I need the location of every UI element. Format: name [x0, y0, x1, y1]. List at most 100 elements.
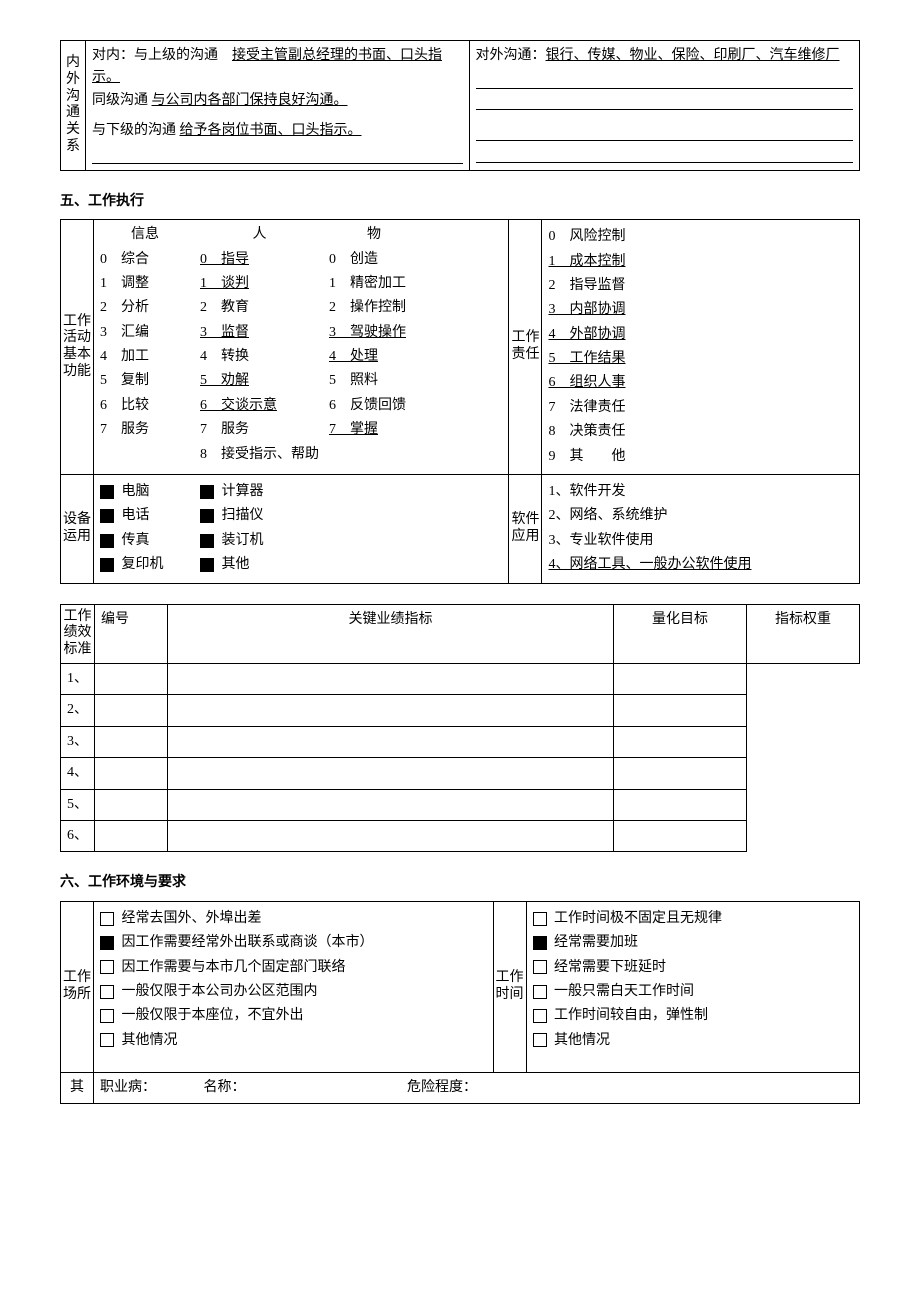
list-item: 6 交谈示意 — [200, 395, 319, 417]
checkbox-icon — [533, 1033, 547, 1047]
internal-top-label: 对内：与上级的沟通 — [92, 48, 218, 63]
list-item: 装订机 — [200, 530, 290, 552]
list-item: 5 工作结果 — [548, 348, 853, 370]
table-row: 5、 — [61, 789, 860, 820]
checkbox-icon — [533, 1009, 547, 1023]
external-label: 对外沟通： — [476, 48, 546, 63]
internal-down: 与下级的沟通 给予各岗位书面、口头指示。 — [86, 116, 470, 170]
list-item: 6 比较 — [100, 395, 190, 417]
list-item: 2 分析 — [100, 297, 190, 319]
equipment-content: 电脑 电话 传真 复印机 计算器 扫描仪 装订机 其他 — [94, 475, 509, 584]
table-row: 3、 — [61, 726, 860, 757]
list-item: 一般仅限于本座位，不宜外出 — [100, 1005, 487, 1027]
list-item: 其他情况 — [100, 1030, 487, 1052]
checkbox-icon — [100, 509, 114, 523]
name-label: 名称： — [204, 1077, 404, 1099]
work-activity-table: 工作活动基本功能 信息 0 综合1 调整2 分析3 汇编4 加工5 复制6 比较… — [60, 219, 860, 583]
worktime-label: 工作时间 — [493, 901, 526, 1072]
list-item: 7 服务 — [200, 419, 319, 441]
list-item: 8 决策责任 — [548, 421, 853, 443]
section5-title: 五、工作执行 — [60, 191, 860, 213]
checkbox-icon — [100, 912, 114, 926]
list-item: 1、软件开发 — [548, 481, 853, 503]
checkbox-icon — [100, 1009, 114, 1023]
list-item: 5 复制 — [100, 370, 190, 392]
list-item: 因工作需要与本市几个固定部门联络 — [100, 957, 487, 979]
list-item: 经常需要加班 — [533, 932, 854, 954]
list-item: 7 法律责任 — [548, 397, 853, 419]
list-item: 3 汇编 — [100, 322, 190, 344]
list-item: 9 其 他 — [548, 446, 853, 468]
checkbox-icon — [100, 985, 114, 999]
checkbox-icon — [533, 960, 547, 974]
list-item: 工作时间极不固定且无规律 — [533, 908, 854, 930]
list-item: 工作时间较自由，弹性制 — [533, 1005, 854, 1027]
list-item: 0 指导 — [200, 249, 319, 271]
internal-peer-content: 与公司内各部门保持良好沟通。 — [152, 93, 348, 108]
work-env-table: 工作场所 经常去国外、外埠出差 因工作需要经常外出联系或商谈（本市） 因工作需要… — [60, 901, 860, 1105]
list-item: 电话 — [100, 505, 190, 527]
external-communication: 对外沟通：银行、传媒、物业、保险、印刷厂、汽车维修厂 — [469, 41, 859, 117]
list-item: 复印机 — [100, 554, 190, 576]
kpi-header-0: 编号 — [95, 604, 168, 663]
list-item: 6 反馈回馈 — [329, 395, 419, 417]
internal-down-label: 与下级的沟通 — [92, 123, 176, 138]
list-item: 2 操作控制 — [329, 297, 419, 319]
list-item: 0 综合 — [100, 249, 190, 271]
checkbox-icon — [200, 485, 214, 499]
table-row: 6、 — [61, 820, 860, 851]
checkbox-icon — [200, 509, 214, 523]
checkbox-icon — [100, 936, 114, 950]
disease-label: 职业病： — [100, 1077, 200, 1099]
checkbox-icon — [533, 936, 547, 950]
checkbox-icon — [100, 1033, 114, 1047]
software-label: 软件应用 — [509, 475, 542, 584]
list-item: 4 转换 — [200, 346, 319, 368]
list-item: 3、专业软件使用 — [548, 530, 853, 552]
work-activity-label: 工作活动基本功能 — [61, 220, 94, 475]
list-item: 7 掌握 — [329, 419, 419, 441]
list-item: 一般仅限于本公司办公区范围内 — [100, 981, 487, 1003]
danger-label: 危险程度： — [407, 1080, 477, 1095]
list-item: 1 调整 — [100, 273, 190, 295]
table-row: 1、 — [61, 664, 860, 695]
checkbox-icon — [200, 558, 214, 572]
external-content: 银行、传媒、物业、保险、印刷厂、汽车维修厂 — [546, 48, 840, 63]
responsibility-label: 工作责任 — [509, 220, 542, 475]
kpi-header-2: 量化目标 — [614, 604, 747, 663]
internal-peer-label: 同级沟通 — [92, 93, 148, 108]
list-item: 1 谈判 — [200, 273, 319, 295]
checkbox-icon — [100, 485, 114, 499]
list-item: 经常去国外、外埠出差 — [100, 908, 487, 930]
equipment-label: 设备运用 — [61, 475, 94, 584]
list-item: 7 服务 — [100, 419, 190, 441]
list-item: 经常需要下班延时 — [533, 957, 854, 979]
list-item: 因工作需要经常外出联系或商谈（本市） — [100, 932, 487, 954]
workplace-content: 经常去国外、外埠出差 因工作需要经常外出联系或商谈（本市） 因工作需要与本市几个… — [94, 901, 494, 1072]
list-item: 3 驾驶操作 — [329, 322, 419, 344]
list-item: 1 成本控制 — [548, 251, 853, 273]
list-item: 5 劝解 — [200, 370, 319, 392]
list-item: 2 教育 — [200, 297, 319, 319]
external-blank — [469, 116, 859, 170]
list-item: 计算器 — [200, 481, 290, 503]
list-item: 4、网络工具、一般办公软件使用 — [548, 554, 853, 576]
list-item: 扫描仪 — [200, 505, 290, 527]
kpi-header-3: 指标权重 — [747, 604, 860, 663]
kpi-label: 工作绩效标准 — [61, 604, 95, 663]
list-item: 电脑 — [100, 481, 190, 503]
list-item: 其他 — [200, 554, 290, 576]
list-item: 0 创造 — [329, 249, 419, 271]
checkbox-icon — [200, 534, 214, 548]
list-item: 一般只需白天工作时间 — [533, 981, 854, 1003]
internal-communication: 对内：与上级的沟通 接受主管副总经理的书面、口头指示。 同级沟通 与公司内各部门… — [86, 41, 470, 117]
list-item: 6 组织人事 — [548, 372, 853, 394]
list-item: 8 接受指示、帮助 — [200, 444, 319, 466]
other-content: 职业病： 名称： 危险程度： — [94, 1073, 860, 1104]
list-item: 其他情况 — [533, 1030, 854, 1052]
list-item: 2、网络、系统维护 — [548, 505, 853, 527]
kpi-table: 工作绩效标准 编号 关键业绩指标 量化目标 指标权重 1、2、3、4、5、6、 — [60, 604, 860, 853]
list-item: 0 风险控制 — [548, 226, 853, 248]
kpi-header-1: 关键业绩指标 — [168, 604, 614, 663]
col-info-header: 信息 — [100, 224, 190, 246]
